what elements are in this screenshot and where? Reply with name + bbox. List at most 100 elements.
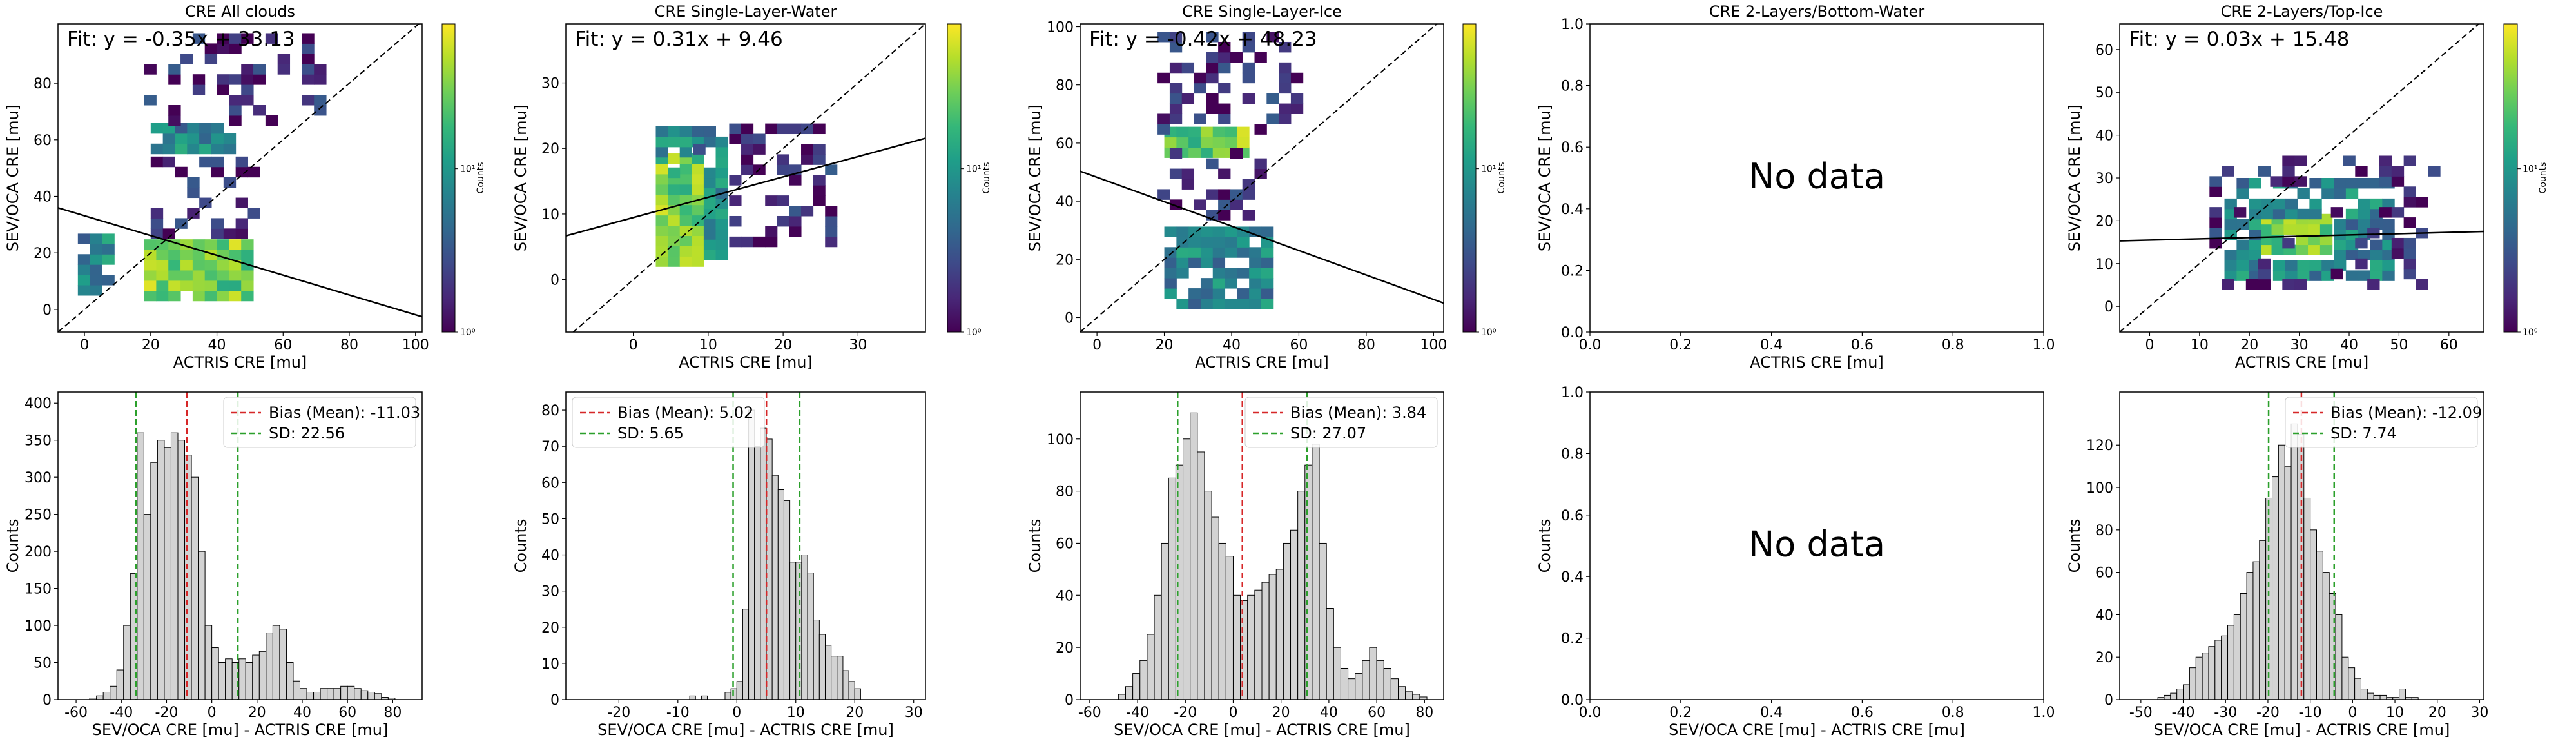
density-cell: [1218, 168, 1231, 180]
y-tick-label: 0: [43, 692, 52, 709]
density-cell: [77, 275, 91, 286]
density-cell: [703, 136, 716, 148]
histogram-bar: [2373, 694, 2381, 700]
density-cell: [2308, 224, 2321, 235]
density-cell: [1254, 158, 1267, 170]
x-tick-label: -20: [607, 705, 630, 721]
density-cell: [2209, 228, 2222, 239]
density-cell: [204, 54, 218, 64]
density-cell: [1169, 41, 1183, 53]
density-cell: [655, 126, 668, 137]
density-cell: [162, 143, 175, 155]
axes-frame: [1589, 391, 2044, 700]
y-tick-label: 120: [2086, 438, 2113, 454]
density-cell: [2403, 155, 2416, 166]
colorbar-label: Counts: [2538, 162, 2548, 194]
density-cell: [1290, 93, 1304, 104]
density-cell: [1218, 83, 1231, 94]
density-cell: [813, 123, 826, 135]
x-tick-label: 0: [80, 337, 89, 353]
density-cell: [2358, 250, 2371, 260]
histogram-bar: [170, 432, 179, 700]
density-cell: [217, 280, 229, 291]
density-cell: [729, 236, 742, 248]
histogram-bar: [272, 625, 280, 700]
density-cell: [2294, 155, 2307, 166]
density-cell: [1249, 268, 1262, 279]
axes-frame: [1080, 23, 1444, 333]
density-cell: [1206, 103, 1219, 114]
density-cell: [217, 290, 229, 302]
histogram-bar: [1312, 444, 1320, 700]
density-cell: [1249, 288, 1262, 299]
density-cell: [2355, 166, 2368, 177]
fit-line: [58, 207, 422, 318]
y-tick-label: 60: [1056, 136, 1074, 152]
panel-title: CRE 2-Layers/Top-Ice: [2221, 3, 2383, 21]
density-cell: [1279, 103, 1292, 114]
density-cell: [1169, 62, 1183, 74]
density-cell: [1237, 247, 1250, 258]
x-tick-label: -50: [2129, 705, 2153, 721]
density-cell: [2272, 208, 2286, 220]
density-cell: [679, 235, 692, 246]
density-cell: [102, 233, 115, 244]
density-cell: [2258, 268, 2271, 280]
x-tick-label: 0.4: [1760, 337, 1783, 353]
histogram-bar: [1147, 634, 1155, 700]
density-cell: [229, 239, 242, 250]
density-cell: [1266, 93, 1279, 104]
density-cell: [1169, 113, 1183, 124]
density-cell: [813, 154, 826, 165]
density-cell: [1242, 189, 1255, 200]
density-cell: [692, 126, 704, 137]
density-cell: [2282, 155, 2295, 166]
density-cell: [715, 157, 728, 168]
scatter-panel-3: CRE Single-Layer-Ice Fit: y = -0.42x + 48…: [1026, 3, 1507, 371]
density-cell: [2297, 260, 2310, 271]
density-cell: [199, 156, 212, 168]
density-cell: [2224, 260, 2237, 271]
histogram-bar: [110, 685, 117, 700]
density-cell: [229, 270, 242, 281]
x-tick-label: 60: [274, 337, 292, 353]
density-cell: [1249, 257, 1262, 268]
density-cell: [102, 244, 115, 255]
one-to-one-line: [58, 24, 420, 332]
density-cell: [1225, 137, 1237, 148]
density-cell: [679, 256, 692, 267]
density-cell: [241, 290, 254, 302]
density-cell: [2345, 188, 2359, 199]
density-cell: [1290, 72, 1304, 84]
density-cell: [2309, 178, 2322, 189]
x-tick-label: -40: [2172, 705, 2195, 721]
density-cell: [765, 226, 778, 237]
legend-label: Bias (Mean): 3.84: [1290, 404, 1426, 422]
histogram-bar: [2189, 667, 2196, 700]
density-cell: [192, 270, 206, 281]
density-cell: [302, 33, 315, 44]
histogram-bar: [177, 440, 186, 700]
density-cell: [703, 219, 716, 230]
x-tick-label: 60: [338, 705, 356, 721]
density-cell: [144, 64, 157, 75]
density-cell: [2391, 248, 2405, 259]
plot-area: [58, 24, 422, 332]
density-cell: [2358, 270, 2371, 281]
density-cell: [655, 163, 668, 175]
density-cell: [1176, 237, 1189, 248]
density-cell: [77, 254, 91, 265]
histogram-bar: [313, 692, 321, 700]
density-cell: [1212, 237, 1226, 248]
density-cell: [1218, 210, 1231, 221]
density-cell: [192, 84, 206, 95]
density-cell: [715, 239, 728, 250]
y-tick-label: 20: [2095, 650, 2113, 666]
density-cell: [204, 270, 218, 281]
density-cell: [235, 197, 248, 208]
histogram-bar: [184, 455, 192, 700]
density-cell: [1200, 288, 1214, 299]
panel-title: CRE Single-Layer-Ice: [1182, 3, 1342, 21]
density-cell: [1254, 52, 1267, 63]
histogram-bar: [333, 688, 342, 700]
